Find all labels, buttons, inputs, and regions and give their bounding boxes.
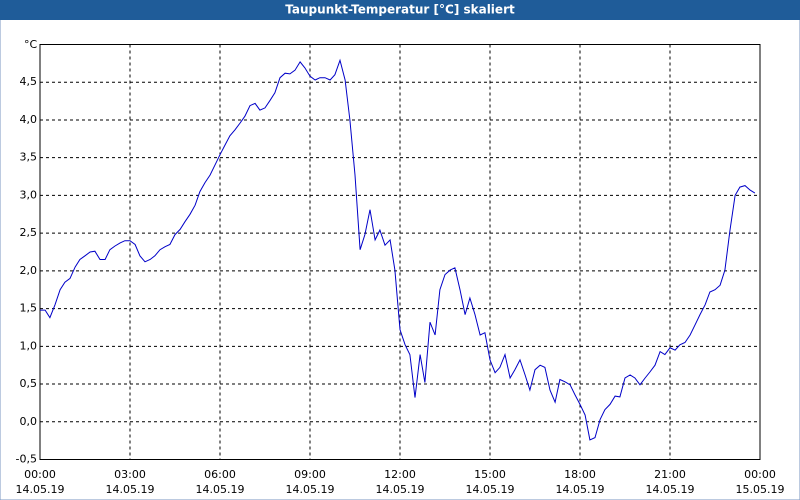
- y-tick-label: 4,0: [20, 113, 38, 126]
- x-tick-label: 21:00: [654, 468, 686, 481]
- y-tick-label: 0,0: [20, 415, 38, 428]
- x-tick-date: 14.05.19: [376, 483, 425, 496]
- y-tick-label: 1,0: [20, 339, 38, 352]
- y-unit: °C: [24, 38, 38, 51]
- x-tick-date: 14.05.19: [466, 483, 515, 496]
- x-tick-date: 14.05.19: [16, 483, 65, 496]
- y-tick-label: 2,0: [20, 264, 38, 277]
- x-tick-label: 15:00: [474, 468, 506, 481]
- x-tick-date: 14.05.19: [286, 483, 335, 496]
- x-tick-label: 09:00: [294, 468, 326, 481]
- x-tick-label: 00:00: [744, 468, 776, 481]
- x-tick-date: 14.05.19: [556, 483, 605, 496]
- x-tick-label: 06:00: [204, 468, 236, 481]
- plot-frame: [39, 44, 761, 460]
- y-tick-label: 1,5: [20, 302, 38, 315]
- y-tick-label: 2,5: [20, 226, 38, 239]
- data-line: [40, 58, 756, 441]
- y-tick-label: 0,5: [20, 377, 38, 390]
- chart-title: Taupunkt-Temperatur [°C] skaliert: [285, 3, 515, 17]
- y-tick-label: -0,5: [16, 453, 37, 466]
- x-tick-date: 15.05.19: [736, 483, 785, 496]
- x-tick-date: 14.05.19: [646, 483, 695, 496]
- y-tick-label: 3,5: [20, 151, 38, 164]
- x-tick-date: 14.05.19: [106, 483, 155, 496]
- x-tick-label: 12:00: [384, 468, 416, 481]
- x-tick-date: 14.05.19: [196, 483, 245, 496]
- y-tick-label: 3,0: [20, 188, 38, 201]
- x-tick-label: 03:00: [114, 468, 146, 481]
- title-bar: [0, 0, 800, 20]
- x-tick-label: 18:00: [564, 468, 596, 481]
- x-tick-label: 00:00: [24, 468, 56, 481]
- y-tick-label: 4,5: [20, 75, 38, 88]
